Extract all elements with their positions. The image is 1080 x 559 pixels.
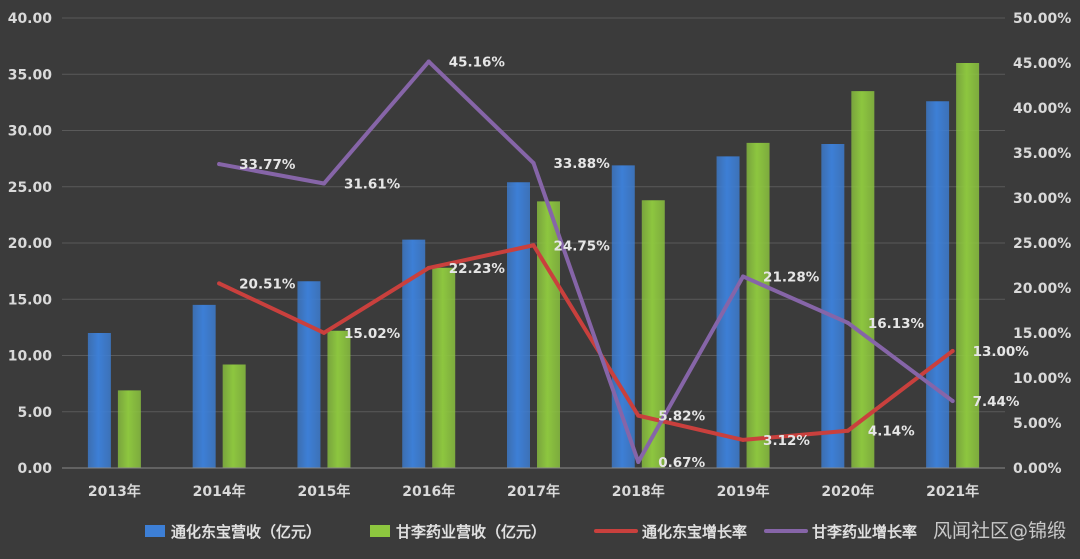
data-label: 33.77% bbox=[239, 157, 296, 173]
line-point bbox=[426, 59, 431, 64]
x-tick-label: 2018年 bbox=[612, 483, 665, 500]
bar bbox=[117, 390, 141, 468]
data-label: 0.67% bbox=[658, 455, 705, 471]
data-label: 16.13% bbox=[868, 316, 925, 332]
data-label: 3.12% bbox=[763, 433, 810, 449]
bar bbox=[641, 200, 665, 468]
x-tick-label: 2019年 bbox=[717, 483, 770, 500]
series-line bbox=[217, 59, 955, 464]
legend-swatch bbox=[145, 525, 165, 537]
line-point bbox=[741, 437, 746, 442]
y-left-tick-label: 5.00 bbox=[17, 405, 52, 421]
x-tick-label: 2016年 bbox=[402, 483, 455, 500]
line-point bbox=[845, 428, 850, 433]
bar bbox=[611, 165, 635, 468]
bar bbox=[956, 63, 980, 468]
x-tick-label: 2020年 bbox=[821, 483, 874, 500]
data-label: 22.23% bbox=[449, 261, 506, 277]
line-point bbox=[321, 330, 326, 335]
line-point bbox=[741, 274, 746, 279]
data-label: 33.88% bbox=[554, 156, 611, 172]
y-left-tick-label: 40.00 bbox=[8, 11, 53, 27]
bar bbox=[297, 281, 321, 468]
x-tick-label: 2021年 bbox=[926, 483, 979, 500]
y-right-tick-label: 10.00% bbox=[1013, 371, 1071, 387]
legend-label: 甘李药业增长率 bbox=[812, 523, 917, 541]
y-left-tick-label: 30.00 bbox=[8, 124, 53, 140]
bar bbox=[746, 142, 770, 468]
y-right-tick-label: 30.00% bbox=[1013, 191, 1071, 207]
y-left-tick-label: 0.00 bbox=[17, 461, 52, 477]
legend-label: 通化东宝营收（亿元） bbox=[171, 523, 321, 541]
y-right-tick-label: 20.00% bbox=[1013, 281, 1071, 297]
bar bbox=[402, 239, 426, 468]
line-point bbox=[321, 181, 326, 186]
data-label: 7.44% bbox=[973, 394, 1020, 410]
line-point bbox=[636, 413, 641, 418]
legend-swatch bbox=[370, 525, 390, 537]
line-point bbox=[531, 243, 536, 248]
line-point bbox=[217, 281, 222, 286]
bar bbox=[507, 182, 530, 468]
bar bbox=[222, 364, 246, 468]
data-label: 13.00% bbox=[973, 344, 1030, 360]
bar bbox=[432, 267, 456, 468]
y-right-tick-label: 50.00% bbox=[1013, 11, 1071, 27]
legend-label: 通化东宝增长率 bbox=[642, 523, 747, 541]
data-label: 20.51% bbox=[239, 276, 296, 292]
bar bbox=[851, 91, 875, 468]
data-label: 24.75% bbox=[554, 238, 611, 254]
data-label: 4.14% bbox=[868, 424, 915, 440]
legend-label: 甘李药业营收（亿元） bbox=[396, 523, 546, 541]
y-left-tick-label: 25.00 bbox=[8, 180, 53, 196]
y-left-tick-label: 15.00 bbox=[8, 292, 53, 308]
line-point bbox=[636, 459, 641, 464]
bar bbox=[821, 144, 845, 468]
y-left-tick-label: 10.00 bbox=[8, 349, 53, 365]
line-point bbox=[217, 162, 222, 167]
bar bbox=[87, 333, 111, 468]
y-right-tick-label: 5.00% bbox=[1013, 416, 1062, 432]
line-point bbox=[426, 265, 431, 270]
bar bbox=[537, 201, 560, 468]
series-line bbox=[217, 243, 955, 442]
y-right-tick-label: 25.00% bbox=[1013, 236, 1071, 252]
y-right-tick-label: 40.00% bbox=[1013, 101, 1071, 117]
data-label: 5.82% bbox=[658, 409, 705, 425]
line-point bbox=[531, 161, 536, 166]
x-tick-label: 2013年 bbox=[88, 483, 141, 500]
data-label: 31.61% bbox=[344, 177, 401, 193]
y-left-tick-label: 20.00 bbox=[8, 236, 53, 252]
bar bbox=[327, 330, 351, 468]
y-right-tick-label: 15.00% bbox=[1013, 326, 1071, 342]
line-point bbox=[845, 320, 850, 325]
y-left-tick-label: 35.00 bbox=[8, 67, 53, 83]
data-label: 15.02% bbox=[344, 326, 401, 342]
line-point bbox=[950, 399, 955, 404]
bar bbox=[192, 304, 216, 468]
x-tick-label: 2014年 bbox=[193, 483, 246, 500]
y-right-tick-label: 45.00% bbox=[1013, 56, 1071, 72]
x-tick-label: 2017年 bbox=[507, 483, 560, 500]
data-label: 21.28% bbox=[763, 269, 820, 285]
y-right-tick-label: 35.00% bbox=[1013, 146, 1071, 162]
y-right-tick-label: 0.00% bbox=[1013, 461, 1062, 477]
line-point bbox=[950, 349, 955, 353]
bar bbox=[926, 101, 950, 468]
data-label: 45.16% bbox=[449, 55, 506, 71]
x-tick-label: 2015年 bbox=[297, 483, 350, 500]
watermark: 风闻社区@锦缎 bbox=[932, 520, 1066, 542]
bar bbox=[716, 156, 740, 468]
